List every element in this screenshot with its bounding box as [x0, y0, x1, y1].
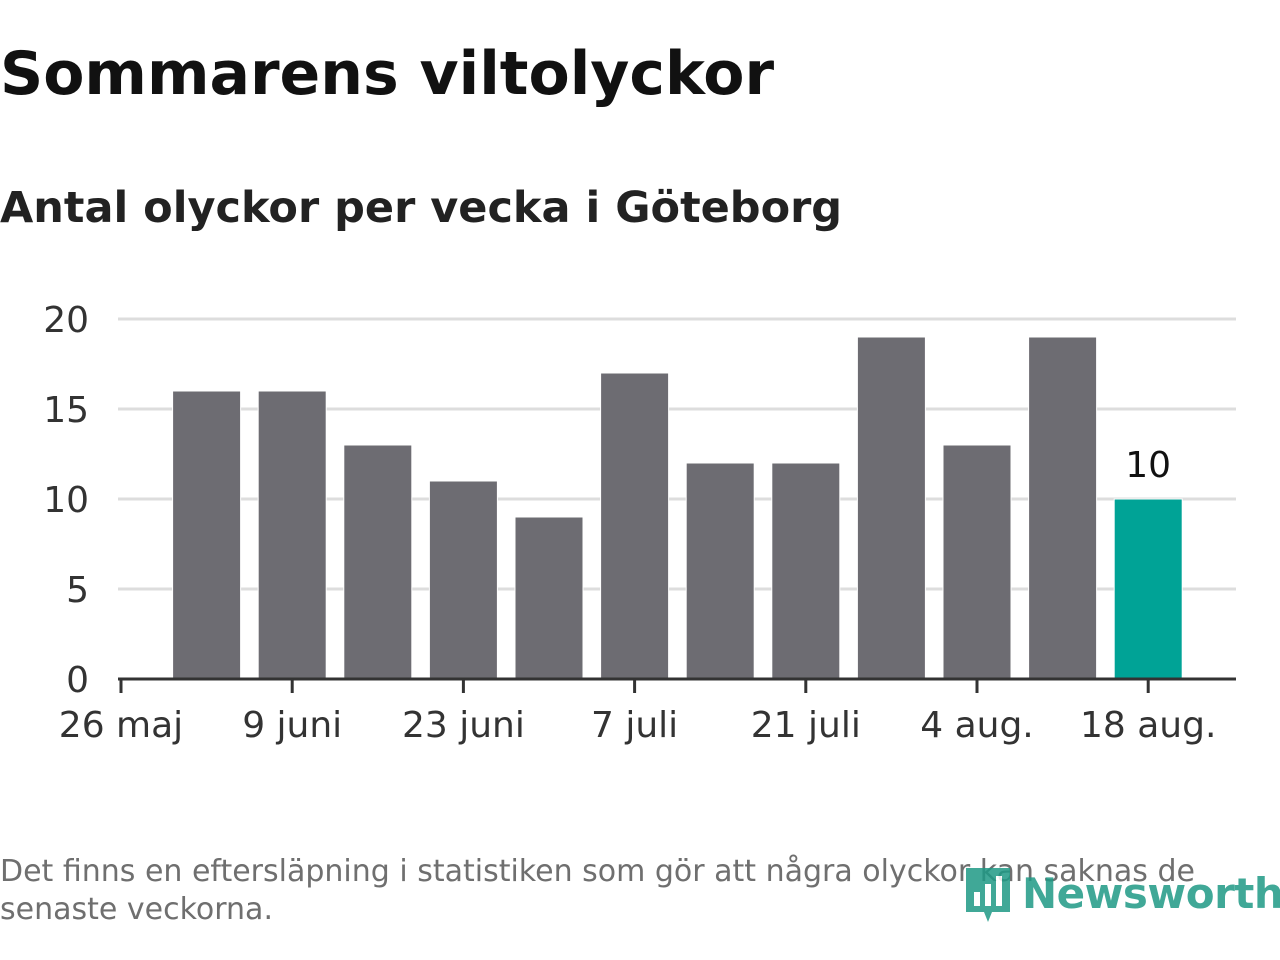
- x-tick-label: 23 juni: [402, 705, 525, 746]
- x-tick-label: 26 maj: [59, 705, 183, 746]
- y-tick-label: 0: [66, 660, 89, 701]
- bar: [257, 390, 327, 680]
- bar: [856, 336, 926, 680]
- x-tick-label: 4 aug.: [920, 705, 1034, 746]
- y-tick-label: 10: [43, 480, 89, 521]
- bar: [771, 462, 841, 680]
- y-tick-label: 20: [43, 300, 89, 341]
- brand-logo: Newsworthy: [962, 858, 1280, 928]
- bar: [942, 444, 1012, 680]
- bars: [172, 336, 1183, 680]
- data-label: 10: [1125, 445, 1171, 486]
- bar: [428, 480, 498, 680]
- x-tick-label: 21 juli: [751, 705, 861, 746]
- y-tick-label: 5: [66, 570, 89, 611]
- bar-highlight: [1113, 498, 1183, 680]
- x-axis: [118, 677, 1236, 693]
- bar: [343, 444, 413, 680]
- newsworthy-logo-icon: [966, 868, 1010, 922]
- x-tick-label: 18 aug.: [1080, 705, 1216, 746]
- bar: [685, 462, 755, 680]
- y-tick-label: 15: [43, 390, 89, 431]
- chart-title: Sommarens viltolyckor: [0, 39, 775, 109]
- bar: [1028, 336, 1098, 680]
- bar: [172, 390, 242, 680]
- bar: [514, 516, 584, 680]
- chart-subtitle: Antal olyckor per vecka i Göteborg: [0, 183, 843, 233]
- bar-chart: 0 5 10 15 20 10 26 maj 9 juni 23 juni 7 juli 21 ju…: [43, 300, 1236, 746]
- bar: [600, 372, 670, 680]
- labels: 0 5 10 15 20 10 26 maj 9 juni 23 juni 7 juli 21 ju…: [43, 300, 1216, 746]
- x-tick-label: 9 juni: [242, 705, 342, 746]
- brand-name: Newsworthy: [1022, 868, 1280, 918]
- x-tick-label: 7 juli: [591, 705, 678, 746]
